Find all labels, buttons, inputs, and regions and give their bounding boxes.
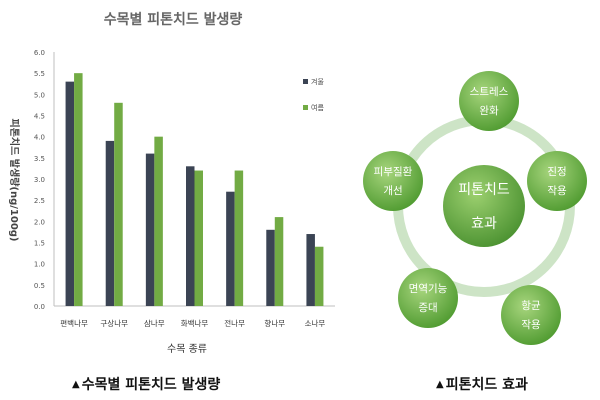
caption-diagram-text: 피톤치드 효과	[445, 377, 528, 393]
legend-swatch	[303, 105, 308, 110]
legend-label: 겨울	[311, 77, 324, 86]
node-label-line: 피부질환	[374, 166, 413, 178]
bar-winter	[226, 191, 235, 306]
node-label-line: 개선	[383, 185, 402, 197]
y-tick-label: 6.0	[34, 49, 45, 57]
bar-summer	[234, 170, 244, 306]
legend-swatch	[303, 79, 308, 84]
node-label-line: 효과	[471, 216, 497, 232]
bar-summer	[274, 217, 284, 306]
x-tick-label: 삼나무	[144, 318, 165, 328]
x-axis-label: 수목 종류	[167, 343, 207, 355]
legend-label: 여름	[311, 103, 324, 112]
y-tick-label: 2.5	[34, 197, 45, 205]
bar-winter	[105, 140, 115, 306]
outer-node-circle	[527, 151, 587, 211]
node-label-line: 피톤치드	[458, 182, 510, 198]
outer-node-circle	[501, 285, 561, 345]
y-tick-label: 1.5	[34, 240, 45, 248]
node-label-line: 항균	[521, 300, 541, 312]
y-tick-label: 3.0	[34, 176, 45, 184]
caption-chart-text: 수목별 피톤치드 발생량	[81, 377, 221, 393]
x-tick-label: 구상나무	[100, 318, 128, 328]
y-axis-label: 피톤치드 발생량(ng/100g)	[8, 119, 21, 242]
y-tick-label: 1.0	[34, 261, 45, 269]
node-label-line: 스트레스	[470, 86, 509, 98]
node-label-line: 면역기능	[409, 283, 448, 295]
chart-title: 수목별 피톤치드 발생량	[104, 11, 243, 28]
y-tick-label: 4.0	[34, 134, 45, 142]
bar-winter	[186, 166, 195, 306]
y-tick-label: 5.0	[34, 91, 45, 99]
bar-winter	[266, 229, 275, 306]
bars	[65, 73, 324, 307]
x-tick-label: 소나무	[305, 319, 326, 328]
caption-marker: ▲	[72, 379, 80, 390]
x-tick-label: 화백나무	[181, 318, 209, 328]
caption-diagram: ▲ 피톤치드 효과	[436, 374, 528, 394]
x-tick-label: 향나무	[264, 319, 285, 328]
x-tick-label: 편백나무	[60, 318, 88, 328]
bar-summer	[314, 246, 324, 306]
center-circle	[443, 165, 525, 247]
y-tick-label: 3.5	[34, 155, 45, 163]
bar-summer	[154, 136, 163, 306]
y-tick-label: 4.5	[34, 113, 45, 121]
node-label-line: 진정	[547, 166, 566, 178]
x-tick-label: 전나무	[224, 318, 245, 328]
y-tick-label: 5.5	[34, 70, 45, 78]
caption-chart: ▲ 수목별 피톤치드 발생량	[72, 374, 220, 394]
node-label-line: 증대	[418, 302, 437, 314]
bar-summer	[74, 73, 83, 307]
node-label-line: 작용	[547, 185, 567, 197]
y-tick-label: 0.5	[34, 282, 45, 290]
outer-node-circle	[363, 151, 423, 211]
bar-summer	[194, 170, 203, 306]
bar-summer	[114, 102, 123, 306]
y-tick-label: 0.0	[34, 303, 45, 311]
bar-winter	[145, 153, 155, 306]
caption-marker: ▲	[436, 379, 444, 390]
y-tick-label: 2.0	[34, 218, 45, 226]
outer-node-circle	[398, 268, 458, 328]
bar-winter	[306, 234, 315, 306]
node-label-line: 작용	[521, 319, 541, 331]
x-tick-labels: 편백나무 구상나무 삼나무 화백나무 전나무 향나무 소나무	[60, 318, 325, 328]
node-label-line: 완화	[479, 104, 499, 117]
y-tick-labels: 0.0 0.5 1.0 1.5 2.0 2.5 3.0 3.5 4.0 4.5 5.0 5.5 6.0	[34, 49, 45, 311]
outer-node-circle	[459, 71, 519, 131]
bar-winter	[65, 81, 75, 306]
